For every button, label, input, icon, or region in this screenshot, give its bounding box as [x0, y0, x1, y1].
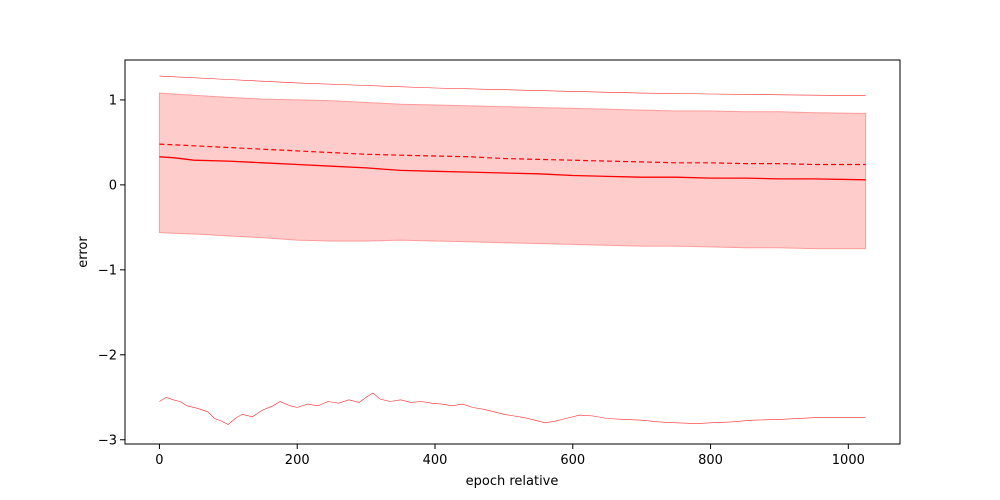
series-line-4-thin [159, 392, 866, 425]
x-tick-label: 1000 [832, 453, 865, 468]
confidence-band [158, 92, 867, 250]
y-tick-label: 1 [109, 93, 117, 108]
x-axis-label: epoch relative [466, 474, 559, 489]
x-tick-label: 600 [560, 453, 585, 468]
y-tick-label: −3 [98, 433, 117, 448]
y-axis-label: error [76, 236, 91, 268]
series-line-2-dashed [159, 143, 866, 166]
x-tick-label: 200 [285, 453, 310, 468]
plot-area-frame [124, 59, 901, 445]
y-axis-ticks: 1 0 −1 −2 −3 [98, 93, 125, 448]
band-area [158, 92, 867, 250]
y-tick-label: −2 [98, 348, 117, 363]
y-tick-label: 0 [109, 178, 117, 193]
series-lines [159, 75, 866, 425]
y-tick-label: −1 [98, 263, 117, 278]
series-line-1-solid [159, 156, 866, 181]
x-axis-ticks: 0 200 400 600 800 1000 [155, 444, 865, 468]
x-tick-label: 400 [423, 453, 448, 468]
x-tick-label: 800 [698, 453, 723, 468]
series-line-3-thin [159, 75, 866, 96]
x-tick-label: 0 [155, 453, 163, 468]
